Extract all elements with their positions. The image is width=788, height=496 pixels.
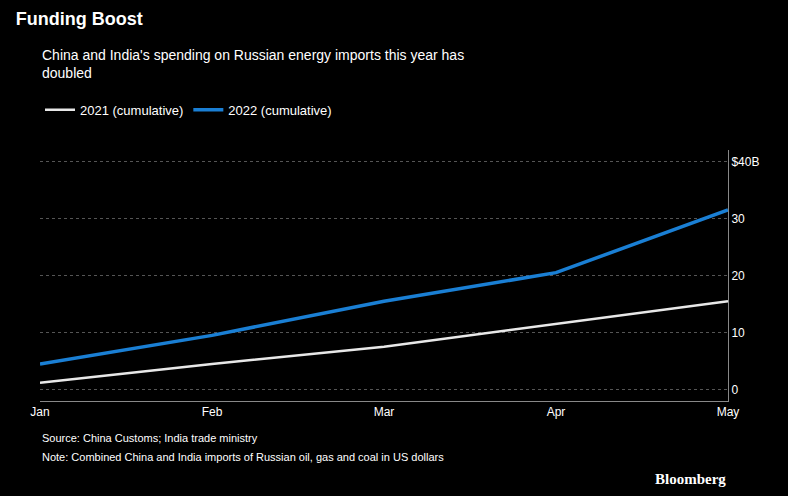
- svg-text:2022 (cumulative): 2022 (cumulative): [228, 103, 331, 118]
- svg-text:2021 (cumulative): 2021 (cumulative): [80, 103, 183, 118]
- svg-text:Feb: Feb: [202, 405, 223, 419]
- svg-text:Source: China Customs; India t: Source: China Customs; India trade minis…: [42, 432, 258, 444]
- svg-text:$40B: $40B: [731, 155, 759, 169]
- svg-text:20: 20: [731, 269, 745, 283]
- svg-text:May: May: [717, 405, 740, 419]
- svg-text:Mar: Mar: [374, 405, 395, 419]
- svg-text:10: 10: [731, 326, 745, 340]
- svg-text:0: 0: [731, 383, 738, 397]
- svg-text:30: 30: [731, 212, 745, 226]
- svg-text:Jan: Jan: [30, 405, 49, 419]
- svg-text:Bloomberg: Bloomberg: [655, 471, 726, 487]
- svg-text:Note: Combined China and India: Note: Combined China and India imports o…: [42, 451, 444, 463]
- svg-text:Funding Boost: Funding Boost: [16, 9, 143, 29]
- svg-text:Apr: Apr: [547, 405, 566, 419]
- svg-text:China and India's spending on: China and India's spending on Russian en…: [42, 47, 464, 81]
